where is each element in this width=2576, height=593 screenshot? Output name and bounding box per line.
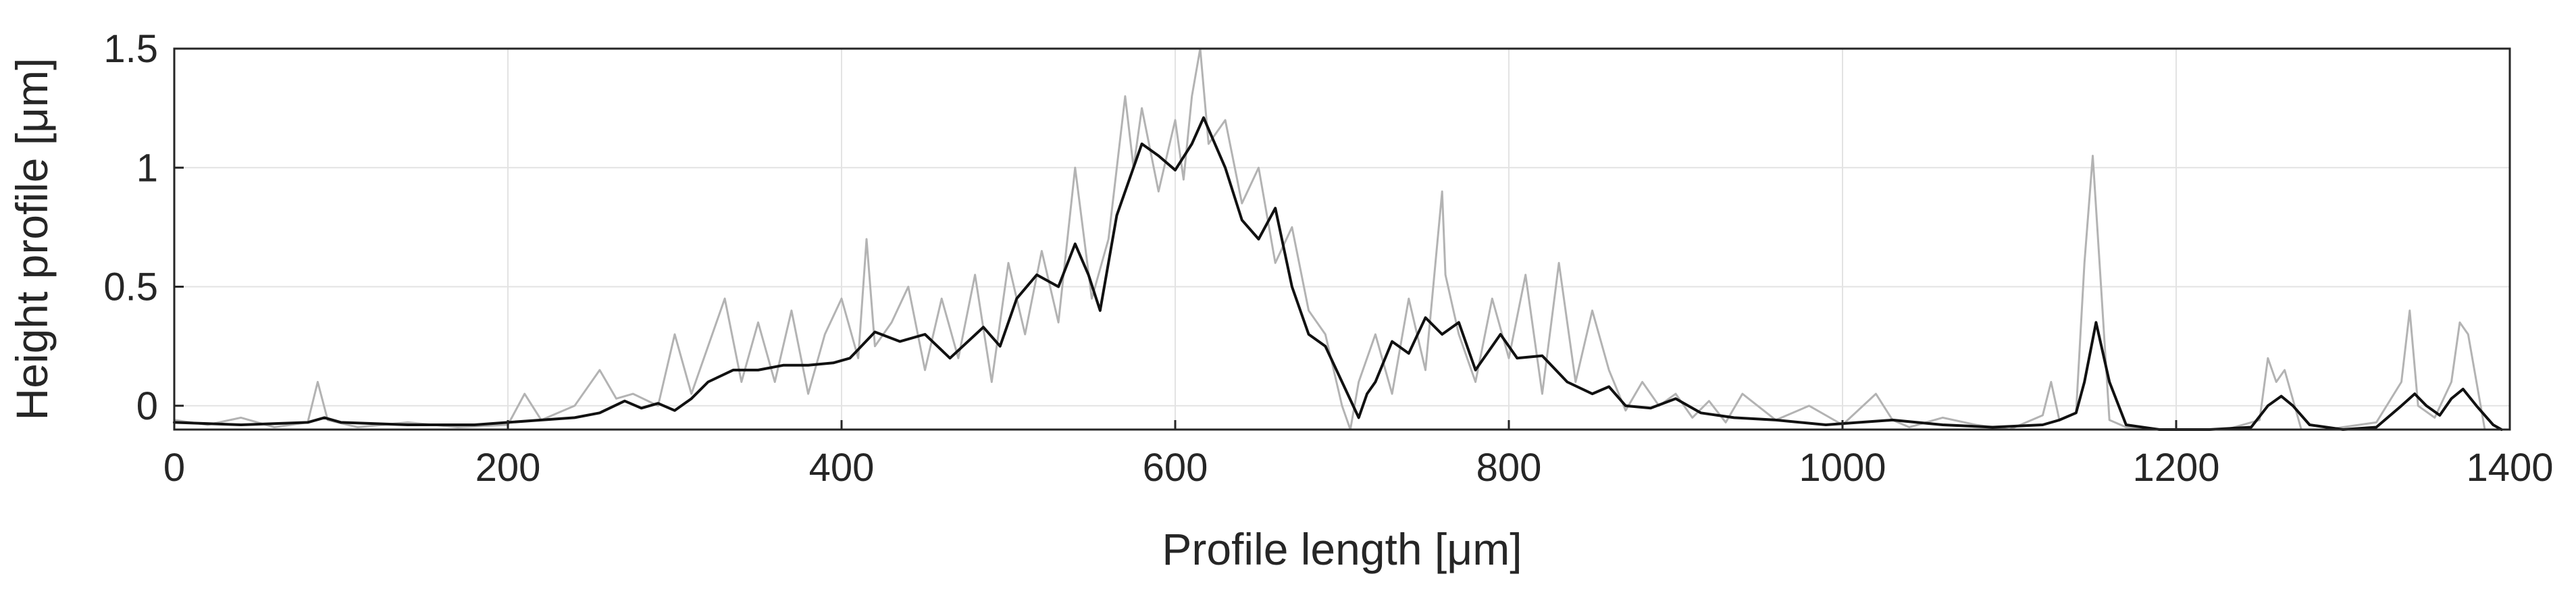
y-tick-label: 1	[136, 146, 158, 190]
y-tick-label: 0	[136, 384, 158, 428]
y-tick-label: 0.5	[103, 265, 158, 309]
x-tick-label: 200	[475, 446, 541, 490]
y-tick-label: 1.5	[103, 27, 158, 71]
series-lines	[173, 47, 2503, 431]
y-axis-label: Height profile [μm]	[7, 58, 57, 421]
x-tick-label: 800	[1476, 446, 1542, 490]
grid-lines	[174, 48, 2510, 430]
smoothed-profile-line	[173, 116, 2503, 431]
x-tick-label: 400	[809, 446, 875, 490]
raw-profile-line	[173, 47, 2503, 431]
x-tick-label: 0	[163, 446, 185, 490]
x-tick-label: 1200	[2132, 446, 2219, 490]
x-axis-label: Profile length [μm]	[1162, 524, 1522, 574]
x-tick-label: 1000	[1799, 446, 1886, 490]
axis-ticks: 0 200 400 600 800 1000 1200 1400 0 0.5 1 1.5	[103, 27, 2553, 490]
plot-area-frame	[173, 47, 2511, 431]
x-tick-label: 1400	[2466, 446, 2553, 490]
x-tick-label: 600	[1143, 446, 1208, 490]
